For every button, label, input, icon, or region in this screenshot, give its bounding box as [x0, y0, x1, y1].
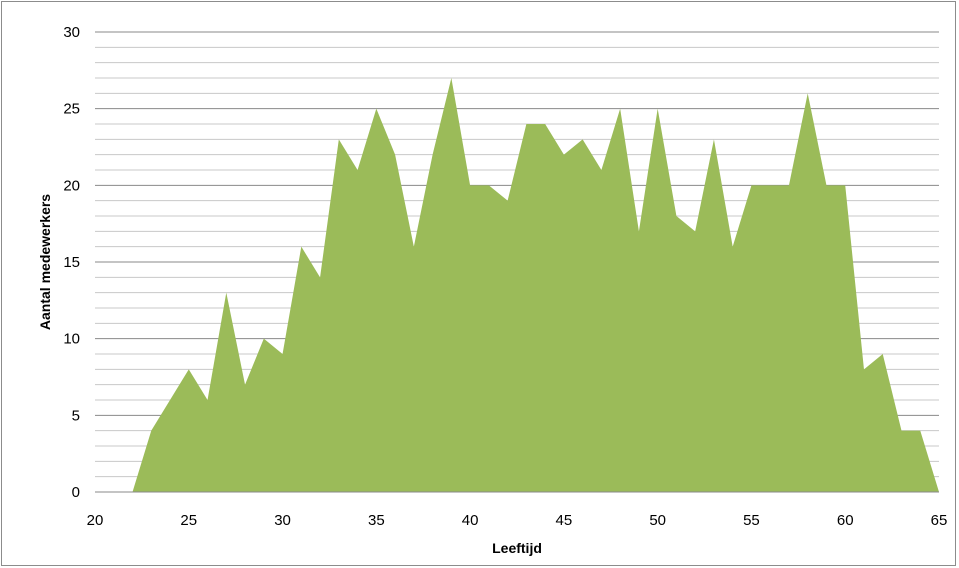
area-series — [95, 78, 939, 492]
x-tick-label: 30 — [274, 512, 291, 529]
x-tick-label: 40 — [462, 512, 479, 529]
area-fill — [95, 78, 939, 492]
y-tick-label: 0 — [72, 484, 80, 501]
y-tick-label: 20 — [63, 177, 80, 194]
y-tick-label: 15 — [63, 254, 80, 271]
x-tick-label: 20 — [87, 512, 104, 529]
x-tick-label: 65 — [931, 512, 948, 529]
x-tick-label: 60 — [837, 512, 854, 529]
y-tick-label: 25 — [63, 101, 80, 118]
x-axis-ticks: 20 25 30 35 40 45 50 55 60 65 — [87, 512, 948, 529]
x-tick-label: 45 — [556, 512, 573, 529]
y-tick-label: 10 — [63, 331, 80, 348]
x-axis-title: Leeftijd — [492, 540, 542, 556]
x-tick-label: 55 — [743, 512, 760, 529]
x-tick-label: 25 — [180, 512, 197, 529]
y-axis-title: Aantal medewerkers — [37, 194, 53, 330]
y-axis-ticks: 0 5 10 15 20 25 30 — [63, 24, 80, 501]
y-tick-label: 5 — [72, 407, 80, 424]
x-tick-label: 35 — [368, 512, 385, 529]
x-tick-label: 50 — [649, 512, 666, 529]
y-tick-label: 30 — [63, 24, 80, 41]
